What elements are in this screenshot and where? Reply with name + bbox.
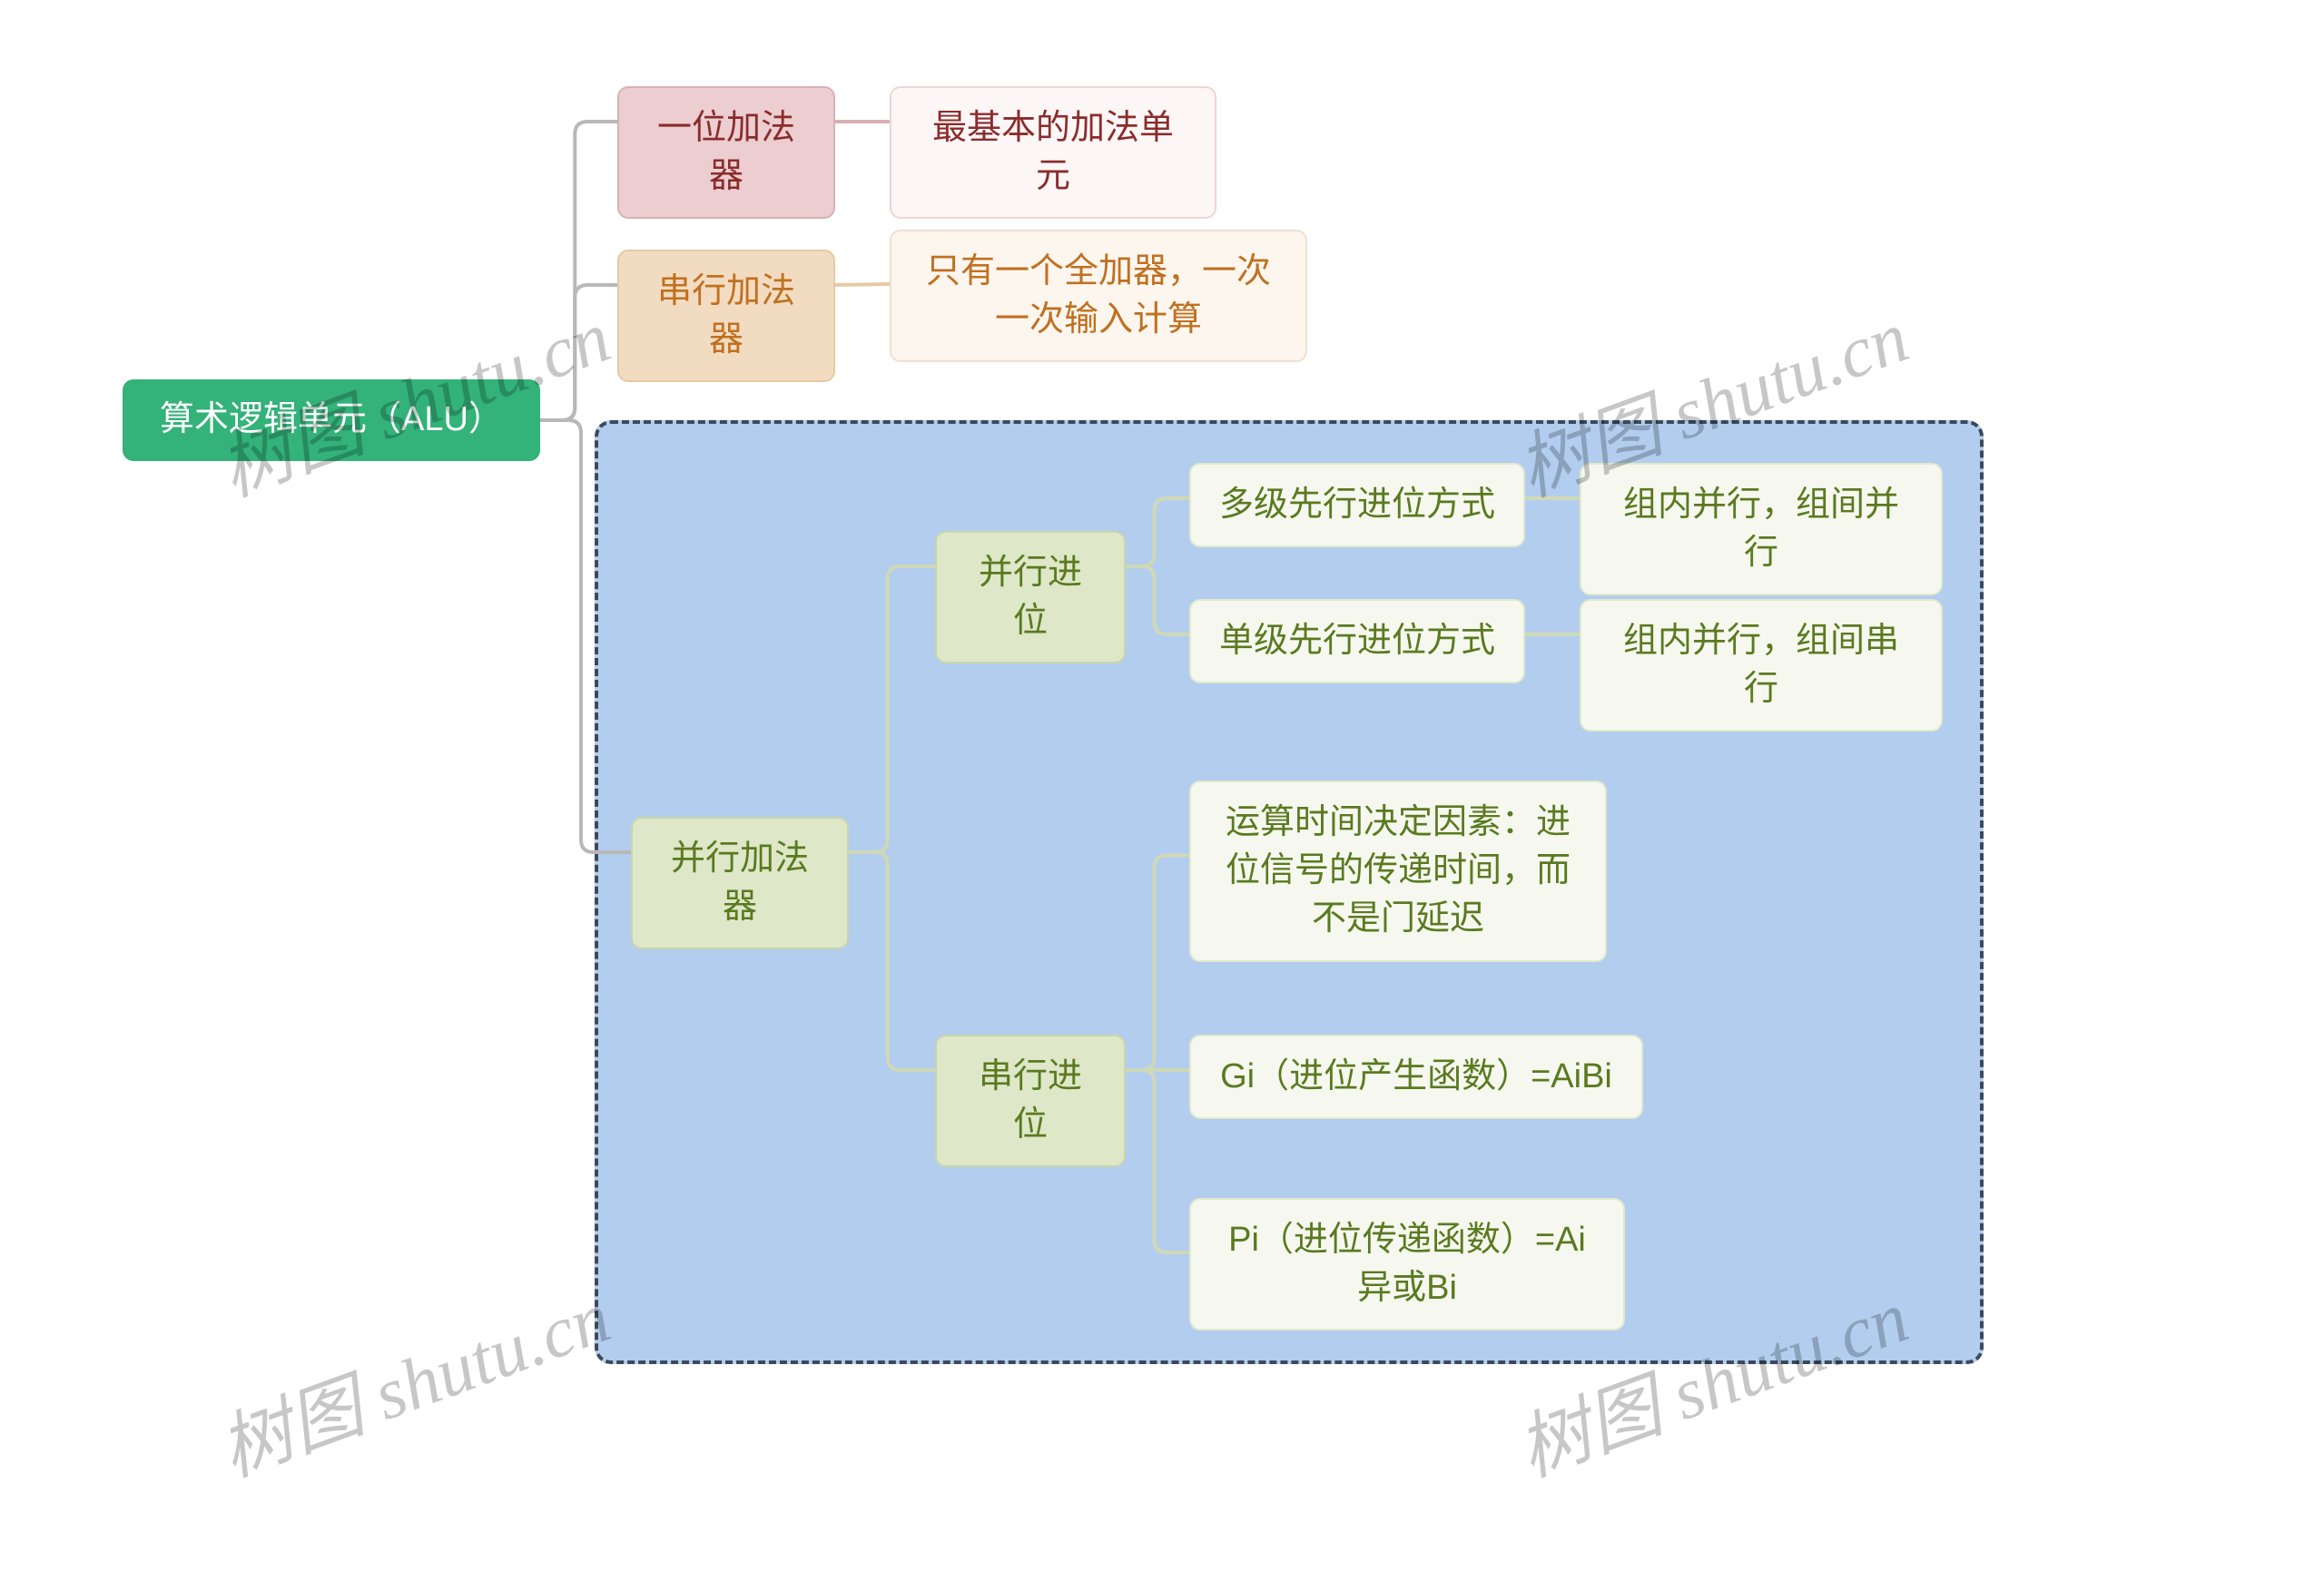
pcarry-b-d-label: 组内并行，组间串行 bbox=[1607, 617, 1915, 713]
single-level-lookahead-detail: 组内并行，组间串行 bbox=[1580, 599, 1943, 732]
single-level-lookahead-node: 单级先行进位方式 bbox=[1189, 599, 1525, 683]
serial-carry-detail-gi: Gi（进位产生函数）=AiBi bbox=[1189, 1035, 1643, 1119]
scarry-c-label: Pi（进位传递函数）=Ai异或Bi bbox=[1216, 1216, 1598, 1312]
serial-detail-label: 只有一个全加器，一次一次输入计算 bbox=[917, 248, 1280, 344]
pcarry-a-d-label: 组内并行，组间并行 bbox=[1607, 481, 1915, 577]
pcarry-b-label: 单级先行进位方式 bbox=[1219, 617, 1495, 665]
scarry-label: 串行进位 bbox=[962, 1053, 1098, 1149]
one-bit-adder-detail: 最基本的加法单元 bbox=[890, 86, 1216, 219]
parallel-carry-node: 并行进位 bbox=[935, 531, 1126, 663]
one-bit-adder-node: 一位加法器 bbox=[617, 86, 835, 219]
pcarry-a-label: 多级先行进位方式 bbox=[1219, 481, 1495, 529]
watermark: 树图 shutu.cn bbox=[203, 279, 622, 517]
multi-level-lookahead-detail: 组内并行，组间并行 bbox=[1580, 463, 1943, 595]
serial-label: 串行加法器 bbox=[645, 268, 808, 364]
serial-carry-detail-time: 运算时间决定因素：进位信号的传递时间，而不是门延迟 bbox=[1189, 781, 1607, 962]
parallel-label: 并行加法器 bbox=[658, 835, 822, 931]
serial-adder-detail: 只有一个全加器，一次一次输入计算 bbox=[890, 230, 1307, 362]
scarry-b-label: Gi（进位产生函数）=AiBi bbox=[1220, 1053, 1612, 1101]
one-bit-detail-label: 最基本的加法单元 bbox=[917, 104, 1189, 201]
multi-level-lookahead-node: 多级先行进位方式 bbox=[1189, 463, 1525, 547]
serial-adder-node: 串行加法器 bbox=[617, 250, 835, 382]
parallel-adder-node: 并行加法器 bbox=[631, 817, 849, 949]
pcarry-label: 并行进位 bbox=[962, 549, 1098, 645]
scarry-a-label: 运算时间决定因素：进位信号的传递时间，而不是门延迟 bbox=[1216, 799, 1580, 944]
serial-carry-node: 串行进位 bbox=[935, 1035, 1126, 1167]
serial-carry-detail-pi: Pi（进位传递函数）=Ai异或Bi bbox=[1189, 1198, 1625, 1331]
watermark: 树图 shutu.cn bbox=[203, 1259, 622, 1498]
one-bit-label: 一位加法器 bbox=[645, 104, 808, 201]
